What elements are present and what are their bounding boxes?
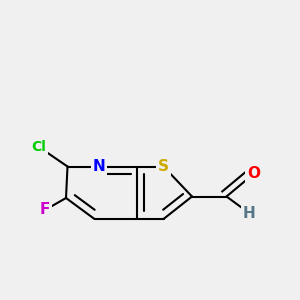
Text: F: F xyxy=(40,202,50,217)
Text: O: O xyxy=(247,167,260,182)
Text: H: H xyxy=(243,206,255,220)
Text: S: S xyxy=(158,159,169,174)
Text: N: N xyxy=(93,159,105,174)
Text: Cl: Cl xyxy=(32,140,46,154)
